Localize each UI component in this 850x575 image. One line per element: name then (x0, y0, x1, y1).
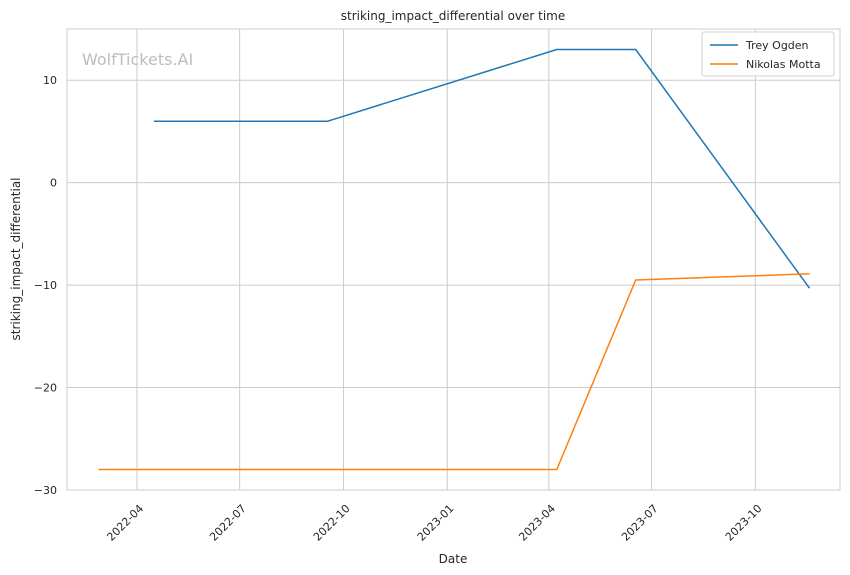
y-tick-label: 0 (50, 177, 57, 190)
y-tick-label: −30 (34, 484, 57, 497)
series-line (98, 273, 810, 471)
legend: Trey Ogden Nikolas Motta (701, 31, 835, 77)
x-tick-label: 2022-07 (207, 502, 249, 544)
y-axis-label: striking_impact_differential (9, 177, 23, 340)
series-line (153, 48, 811, 289)
plot-frame (66, 28, 841, 491)
watermark: WolfTickets.AI (82, 50, 193, 69)
y-tick-label: 10 (43, 74, 57, 87)
x-tick-label: 2023-01 (415, 502, 457, 544)
chart-title: striking_impact_differential over time (341, 9, 566, 23)
x-tick-label: 2022-10 (311, 502, 353, 544)
x-tick-label: 2022-04 (104, 502, 146, 544)
x-tick-label: 2023-07 (619, 502, 661, 544)
series-lines (98, 48, 811, 471)
x-tick-label: 2023-10 (723, 502, 765, 544)
legend-box (701, 31, 835, 77)
legend-label: Nikolas Motta (746, 58, 821, 71)
plot-background (67, 29, 840, 490)
x-axis-label: Date (439, 552, 468, 566)
y-tick-label: −20 (34, 382, 57, 395)
legend-label: Trey Ogden (745, 39, 809, 52)
x-tick-label: 2023-04 (516, 502, 558, 544)
y-tick-label: −10 (34, 279, 57, 292)
x-tick-labels: 2022-04 2022-07 2022-10 2023-01 2023-04 2023-… (104, 502, 764, 544)
y-tick-labels: 10 0 −10 −20 −30 (34, 74, 57, 497)
